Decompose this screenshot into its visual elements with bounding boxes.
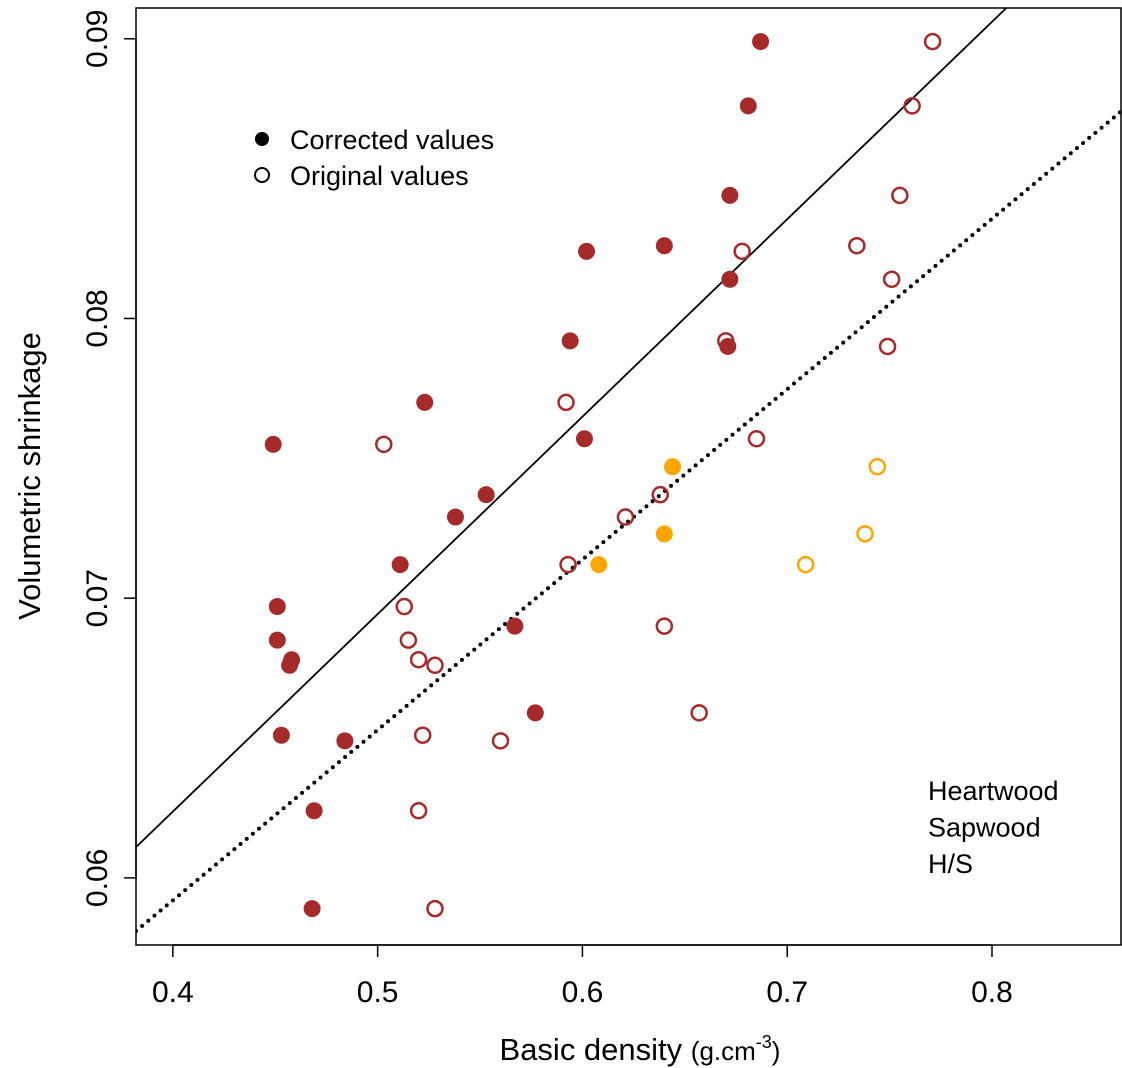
point <box>752 33 770 51</box>
x-label-sup: -3 <box>756 1032 772 1052</box>
point <box>856 525 874 543</box>
point <box>739 97 757 115</box>
point <box>413 726 432 744</box>
fit-line <box>136 8 1008 849</box>
point <box>303 900 321 918</box>
color-legend-label: Sapwood <box>928 813 1041 843</box>
color-legend-label: H/S <box>928 849 973 879</box>
x-tick-label: 0.4 <box>152 976 194 1009</box>
x-tick-label: 0.5 <box>357 976 399 1009</box>
point <box>264 435 282 453</box>
fit-line <box>136 109 1121 934</box>
x-label-unit: (g.cm <box>691 1036 756 1066</box>
point <box>409 801 428 820</box>
point <box>477 486 495 504</box>
point <box>878 337 897 356</box>
point <box>268 631 286 649</box>
point <box>575 430 593 448</box>
x-axis-label: Basic density (g.cm-3) <box>500 1032 781 1067</box>
x-label-text: Basic density <box>500 1032 691 1067</box>
point <box>721 270 739 288</box>
point <box>426 656 444 675</box>
point <box>690 704 708 722</box>
point <box>281 656 299 674</box>
y-tick-label: 0.08 <box>81 289 114 347</box>
point <box>426 899 444 918</box>
y-axis-label: Volumetric shrinkage <box>12 332 47 620</box>
point <box>717 332 735 350</box>
point <box>446 508 464 526</box>
legend-marker <box>254 167 270 183</box>
point <box>721 186 739 204</box>
point <box>526 704 544 722</box>
point <box>664 458 682 476</box>
point <box>903 97 921 115</box>
point <box>655 617 674 635</box>
point <box>590 556 608 574</box>
point <box>491 732 510 750</box>
legend-label: Corrected values <box>290 125 494 155</box>
x-tick-label: 0.7 <box>766 976 808 1009</box>
y-tick-label: 0.07 <box>81 569 114 627</box>
point <box>557 393 575 412</box>
point <box>506 617 524 635</box>
point <box>655 237 673 255</box>
point <box>848 236 866 255</box>
x-label-unit-end: ) <box>772 1036 781 1066</box>
point <box>882 270 901 289</box>
point <box>578 242 596 260</box>
y-tick-label: 0.09 <box>81 10 114 68</box>
x-tick-label: 0.6 <box>562 976 604 1009</box>
legend-marker <box>255 132 269 146</box>
point <box>923 32 942 51</box>
point <box>891 186 909 205</box>
color-legend-label: Heartwood <box>928 776 1059 806</box>
x-tick-label: 0.8 <box>971 976 1013 1009</box>
point <box>651 485 669 504</box>
y-tick-label: 0.06 <box>81 849 114 907</box>
point <box>391 556 409 574</box>
point <box>416 393 434 411</box>
point <box>272 726 290 744</box>
point <box>561 332 579 350</box>
point <box>409 650 428 669</box>
point <box>305 802 323 820</box>
point <box>655 525 673 543</box>
point <box>375 435 393 454</box>
point <box>616 508 635 526</box>
legend-label: Original values <box>290 161 469 191</box>
point <box>395 597 414 616</box>
point <box>559 555 577 574</box>
point <box>336 732 354 750</box>
point <box>733 242 751 261</box>
point <box>796 555 815 574</box>
point <box>268 598 286 616</box>
point <box>868 457 887 476</box>
point <box>747 429 766 448</box>
point <box>399 631 418 649</box>
